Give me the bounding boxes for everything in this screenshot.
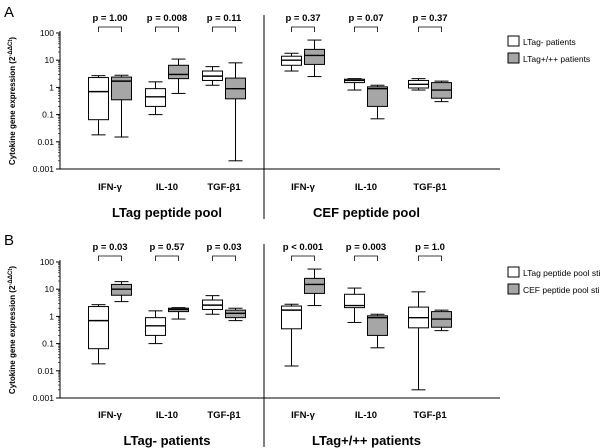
box	[304, 277, 325, 294]
box	[88, 77, 109, 121]
p-value-label: p = 0.37	[412, 13, 447, 24]
category-label: TGF-β1	[413, 182, 447, 193]
group-label: CEF peptide pool	[313, 205, 420, 220]
y-tick-label: 100	[40, 257, 54, 267]
y-tick-label: 100	[40, 28, 54, 38]
significance-bracket	[291, 26, 315, 32]
box	[88, 306, 109, 350]
legend-swatch	[507, 52, 520, 64]
p-value-label: p < 0.001	[283, 242, 324, 253]
category-label: IL-10	[355, 410, 377, 421]
p-value-label: p = 0.07	[348, 13, 383, 24]
box	[168, 64, 189, 80]
group-label: LTag peptide pool	[112, 205, 222, 220]
box	[111, 76, 132, 101]
p-value-label: p = 0.008	[147, 13, 187, 24]
category-label: TGF-β1	[207, 182, 241, 193]
panel-letter: A	[4, 4, 14, 21]
y-axis-label: Cytokine gene expression (2-ΔΔCt)	[8, 266, 17, 394]
box	[281, 305, 302, 330]
legend-label: LTag+/++ patients	[523, 54, 590, 64]
y-tick-label: 10	[45, 284, 55, 294]
y-tick-label: 0.01	[37, 366, 54, 376]
box	[367, 86, 388, 107]
group-label: LTag- patients	[124, 433, 211, 448]
p-value-label: p = 0.03	[92, 242, 127, 253]
panel-letter: B	[4, 232, 14, 249]
p-value-label: p = 1.00	[92, 13, 127, 24]
legend-swatch	[507, 283, 520, 295]
category-label: IL-10	[156, 410, 178, 421]
p-value-label: p = 0.57	[149, 242, 184, 253]
p-value-label: p = 0.003	[346, 242, 386, 253]
category-label: TGF-β1	[207, 410, 241, 421]
y-tick-label: 0.1	[42, 110, 54, 120]
p-value-label: p = 0.37	[285, 13, 320, 24]
significance-bracket	[291, 255, 315, 261]
category-label: IFN-γ	[291, 182, 315, 193]
significance-bracket	[212, 255, 236, 261]
y-tick-label: 0.1	[42, 339, 54, 349]
significance-bracket	[418, 26, 442, 32]
p-value-label: p = 1.0	[415, 242, 445, 253]
significance-bracket	[155, 26, 179, 32]
legend-swatch	[507, 266, 520, 278]
y-axis-label: Cytokine gene expression (2-ΔΔCt)	[8, 37, 17, 165]
y-tick-label: 10	[45, 55, 55, 65]
box	[367, 315, 388, 336]
category-label: IFN-γ	[98, 182, 122, 193]
significance-bracket	[354, 255, 378, 261]
y-tick-label: 1	[49, 82, 54, 92]
category-label: IFN-γ	[291, 410, 315, 421]
category-label: IL-10	[156, 182, 178, 193]
p-value-label: p = 0.03	[206, 242, 241, 253]
category-label: IL-10	[355, 182, 377, 193]
y-tick-label: 0.001	[33, 164, 55, 174]
significance-bracket	[212, 26, 236, 32]
box	[304, 48, 325, 65]
p-value-label: p = 0.11	[207, 13, 242, 24]
y-tick-label: 0.001	[33, 393, 55, 403]
category-label: TGF-β1	[413, 410, 447, 421]
significance-bracket	[418, 255, 442, 261]
significance-bracket	[98, 255, 122, 261]
legend-label: LTag peptide pool stimulation	[523, 268, 600, 278]
significance-bracket	[354, 26, 378, 32]
y-tick-label: 1	[49, 311, 54, 321]
legend-label: LTag- patients	[523, 37, 576, 47]
legend-label: CEF peptide pool stimulation	[523, 285, 600, 295]
box	[344, 293, 365, 309]
significance-bracket	[155, 255, 179, 261]
category-label: IFN-γ	[98, 410, 122, 421]
y-tick-label: 0.01	[37, 137, 54, 147]
group-label: LTag+/++ patients	[312, 433, 421, 448]
significance-bracket	[98, 26, 122, 32]
legend-swatch	[507, 35, 520, 47]
